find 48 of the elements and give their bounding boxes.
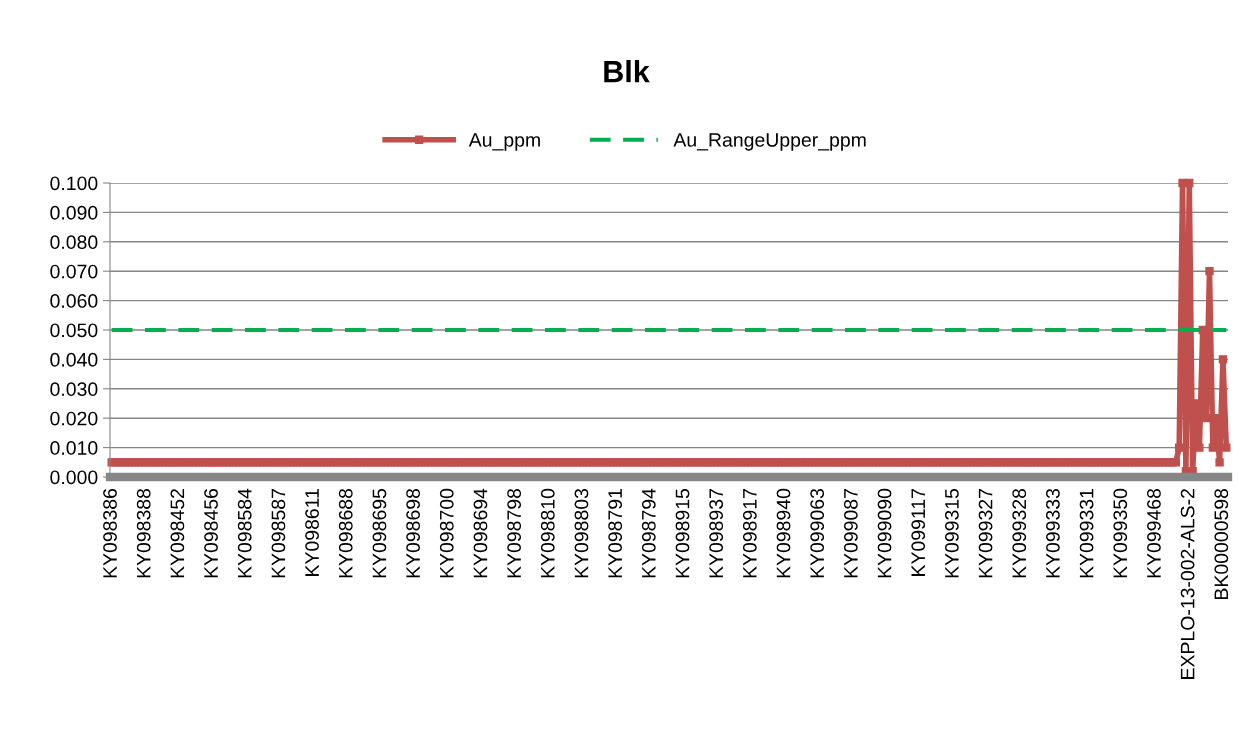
legend-label: Au_ppm [468, 133, 540, 151]
y-tick-label: 0.070 [50, 264, 98, 279]
y-tick-label: 0.000 [50, 470, 98, 485]
x-tick-label: KY098452 [170, 489, 185, 578]
x-tick-label: KY099327 [978, 489, 993, 578]
x-tick-label: KY098695 [372, 488, 387, 578]
x-tick-label: KY099090 [877, 488, 892, 578]
x-tick-label: KY099350 [1113, 488, 1128, 578]
legend-label: Au_RangeUpper_ppm [673, 133, 866, 151]
x-tick-label: KY098587 [271, 489, 286, 578]
y-tick-label: 0.060 [50, 294, 98, 308]
x-tick-label: KY098915 [675, 488, 690, 578]
x-tick-label: KY098584 [237, 488, 252, 578]
x-tick-label: KY098611 [305, 489, 319, 576]
x-tick-label: KY098694 [473, 488, 488, 578]
y-tick-label: 0.080 [50, 235, 98, 250]
x-tick-label: KY098386 [103, 488, 117, 578]
x-tick-label: KY098803 [574, 488, 589, 578]
x-tick-label: KY098688 [338, 488, 353, 578]
x-tick-label: EXPLO-13-002-ALS-2 [1180, 489, 1195, 679]
x-tick-label: KY098698 [406, 488, 420, 578]
x-tick-label: KY098940 [776, 488, 791, 578]
x-tick-label: KY098917 [742, 489, 757, 578]
x-tick-label: KY099328 [1012, 488, 1027, 578]
x-tick-label: KY099117 [911, 489, 926, 576]
chart-title: Blk [604, 60, 650, 83]
x-tick-label: KY098937 [709, 489, 724, 578]
x-tick-label: KY098456 [204, 488, 218, 578]
y-tick-label: 0.090 [50, 205, 98, 220]
x-tick-label: KY099087 [843, 489, 858, 578]
x-tick-label: KY098794 [641, 488, 656, 578]
y-tick-label: 0.030 [50, 382, 98, 397]
y-tick-label: 0.100 [50, 176, 98, 191]
y-tick-label: 0.050 [50, 323, 98, 338]
x-tick-label: KY098810 [540, 488, 555, 578]
x-tick-label: KY098388 [136, 488, 151, 578]
y-tick-label: 0.010 [50, 441, 98, 455]
x-tick-label: KY099063 [810, 488, 825, 578]
x-tick-label: KY099315 [945, 488, 959, 578]
x-tick-label: KY099331 [1079, 489, 1094, 578]
x-tick-label: KY098798 [507, 488, 521, 578]
x-tick-label: KY099468 [1147, 488, 1161, 578]
x-tick-label: BK00000598 [1214, 488, 1229, 599]
x-tick-label: KY098791 [608, 489, 623, 578]
y-tick-label: 0.020 [50, 411, 98, 426]
x-tick-label: KY099333 [1046, 488, 1060, 578]
x-tick-label: KY098700 [439, 488, 454, 578]
y-tick-label: 0.040 [50, 352, 98, 367]
